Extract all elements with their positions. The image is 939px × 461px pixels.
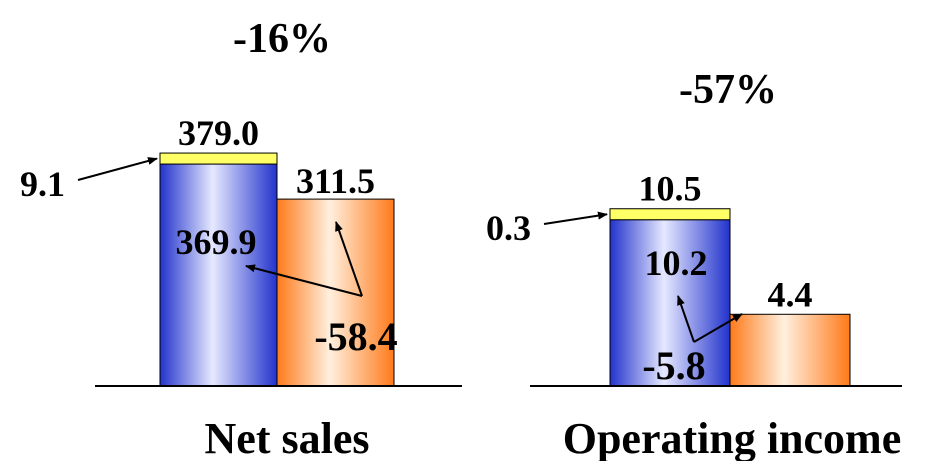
base-value-label: 10.2 bbox=[645, 243, 708, 283]
change-percent-label: -57% bbox=[679, 67, 777, 113]
decrease-arrow-to-after bbox=[693, 313, 743, 343]
chart-title: Operating income bbox=[563, 414, 902, 461]
decrease-arrow-to-after bbox=[335, 221, 363, 297]
bar-after bbox=[729, 313, 851, 387]
chart-operating-income bbox=[530, 208, 902, 387]
total-after-label: 311.5 bbox=[296, 161, 375, 201]
chart-net-sales bbox=[95, 152, 462, 387]
bar-before-base bbox=[159, 163, 278, 387]
change-percent-label: -16% bbox=[233, 16, 331, 62]
bar-before-increment bbox=[609, 208, 731, 221]
decrease-label: -58.4 bbox=[314, 314, 397, 359]
decrease-label: -5.8 bbox=[642, 343, 705, 388]
total-before-label: 379.0 bbox=[178, 113, 259, 153]
increment-label: 0.3 bbox=[486, 208, 531, 248]
total-before-label: 10.5 bbox=[639, 169, 702, 209]
decrease-arrow-to-base bbox=[245, 264, 363, 297]
base-value-label: 369.9 bbox=[176, 222, 257, 262]
total-after-label: 4.4 bbox=[768, 274, 813, 314]
increment-label: 9.1 bbox=[20, 164, 65, 204]
increment-arrow bbox=[77, 157, 158, 181]
bar-before-increment bbox=[159, 152, 278, 165]
decrease-arrow-to-base bbox=[677, 295, 695, 343]
chart-title: Net sales bbox=[205, 414, 370, 461]
increment-arrow bbox=[543, 211, 608, 225]
